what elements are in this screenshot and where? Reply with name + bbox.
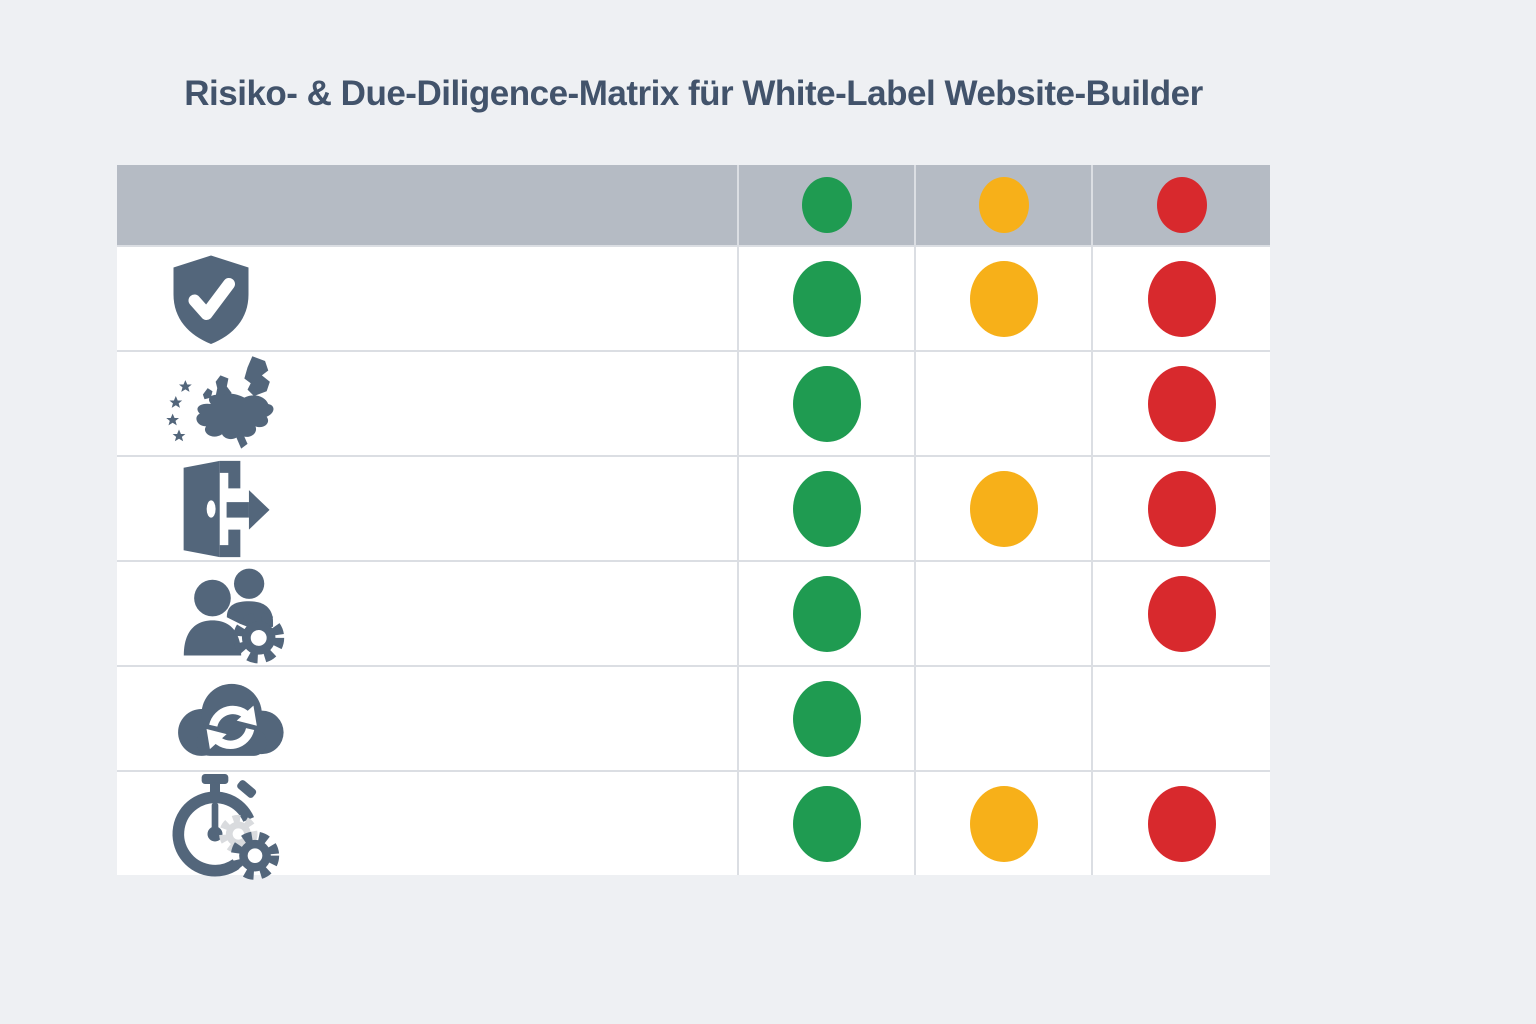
green-legend-dot <box>801 177 852 233</box>
row-label-cell <box>117 667 737 770</box>
row-label-cell <box>117 352 737 455</box>
status-cell-amber <box>916 562 1091 665</box>
red-status-dot <box>1147 365 1216 442</box>
amber-status-dot <box>969 260 1038 337</box>
status-cell-red <box>1093 457 1270 560</box>
green-status-dot <box>792 785 861 862</box>
risk-matrix-table <box>117 165 1270 875</box>
users-gear-icon <box>163 563 297 665</box>
header-cell-green <box>739 165 914 245</box>
status-cell-red <box>1093 772 1270 875</box>
amber-status-dot <box>969 470 1038 547</box>
europe-map-icon <box>163 353 297 455</box>
amber-legend-dot <box>978 177 1029 233</box>
green-status-dot <box>792 680 861 757</box>
status-cell-amber <box>916 667 1091 770</box>
status-cell-amber <box>916 352 1091 455</box>
status-cell-red <box>1093 352 1270 455</box>
red-status-dot <box>1147 470 1216 547</box>
header-cell-red <box>1093 165 1270 245</box>
status-cell-amber <box>916 772 1091 875</box>
amber-status-dot <box>969 785 1038 862</box>
header-cell-amber <box>916 165 1091 245</box>
red-status-dot <box>1147 785 1216 862</box>
red-legend-dot <box>1156 177 1207 233</box>
row-label-cell <box>117 562 737 665</box>
stopwatch-gear-icon <box>163 764 297 884</box>
cloud-sync-icon <box>163 672 297 766</box>
header-label-cell <box>117 165 737 245</box>
green-status-dot <box>792 260 861 337</box>
red-status-dot <box>1147 575 1216 652</box>
green-status-dot <box>792 365 861 442</box>
status-cell-green <box>739 562 914 665</box>
status-cell-red <box>1093 247 1270 350</box>
door-exit-icon <box>163 454 273 564</box>
status-cell-red <box>1093 667 1270 770</box>
shield-check-icon <box>163 248 259 350</box>
green-status-dot <box>792 575 861 652</box>
status-cell-red <box>1093 562 1270 665</box>
status-cell-amber <box>916 247 1091 350</box>
status-cell-green <box>739 247 914 350</box>
red-status-dot <box>1147 260 1216 337</box>
green-status-dot <box>792 470 861 547</box>
status-cell-green <box>739 352 914 455</box>
status-cell-amber <box>916 457 1091 560</box>
row-label-cell <box>117 247 737 350</box>
page-title: Risiko- & Due-Diligence-Matrix für White… <box>184 74 1203 113</box>
status-cell-green <box>739 457 914 560</box>
status-cell-green <box>739 667 914 770</box>
row-label-cell <box>117 457 737 560</box>
row-label-cell <box>117 772 737 875</box>
status-cell-green <box>739 772 914 875</box>
